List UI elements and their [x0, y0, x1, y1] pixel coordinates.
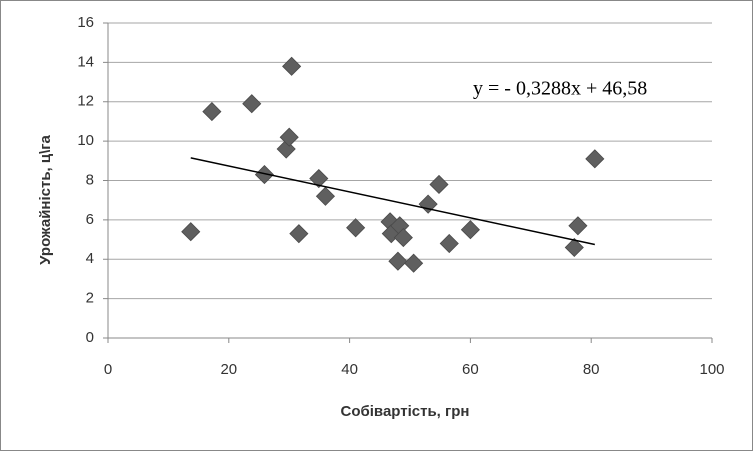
- trendline-equation: y = - 0,3288x + 46,58: [473, 78, 647, 100]
- y-tick-label: 14: [77, 53, 94, 70]
- x-tick-label: 20: [220, 361, 237, 378]
- y-tick-label: 8: [86, 171, 94, 188]
- point: [460, 220, 480, 240]
- x-tick-label: 40: [341, 361, 358, 378]
- point: [585, 149, 605, 169]
- x-tick-label: 80: [583, 361, 600, 378]
- y-tick-label: 16: [77, 14, 94, 31]
- y-tick-label: 2: [86, 290, 94, 307]
- point: [181, 222, 201, 242]
- point: [202, 102, 222, 122]
- point: [309, 168, 329, 189]
- y-tick-label: 12: [77, 93, 94, 110]
- point: [254, 165, 275, 185]
- point: [429, 174, 449, 195]
- y-tick-label: 10: [77, 132, 94, 149]
- point: [418, 194, 438, 214]
- point: [279, 127, 299, 147]
- point: [564, 237, 584, 258]
- point: [393, 228, 413, 248]
- x-tick-label: 60: [462, 361, 479, 378]
- x-axis-title: Собівартість, грн: [341, 403, 470, 420]
- point: [568, 216, 588, 236]
- point: [289, 224, 309, 244]
- point: [346, 218, 366, 238]
- y-tick-label: 4: [86, 250, 94, 267]
- trendline: [190, 157, 595, 246]
- x-tick-label: 100: [699, 361, 724, 378]
- point: [242, 94, 262, 114]
- point: [388, 251, 408, 271]
- x-tick-label: 0: [104, 361, 112, 378]
- point: [315, 186, 336, 206]
- point: [282, 56, 302, 76]
- point: [439, 233, 459, 254]
- y-tick-label: 6: [86, 211, 94, 228]
- y-tick-label: 0: [86, 329, 94, 346]
- point: [404, 253, 424, 273]
- y-axis-title: Урожайність, ц\га: [37, 134, 54, 264]
